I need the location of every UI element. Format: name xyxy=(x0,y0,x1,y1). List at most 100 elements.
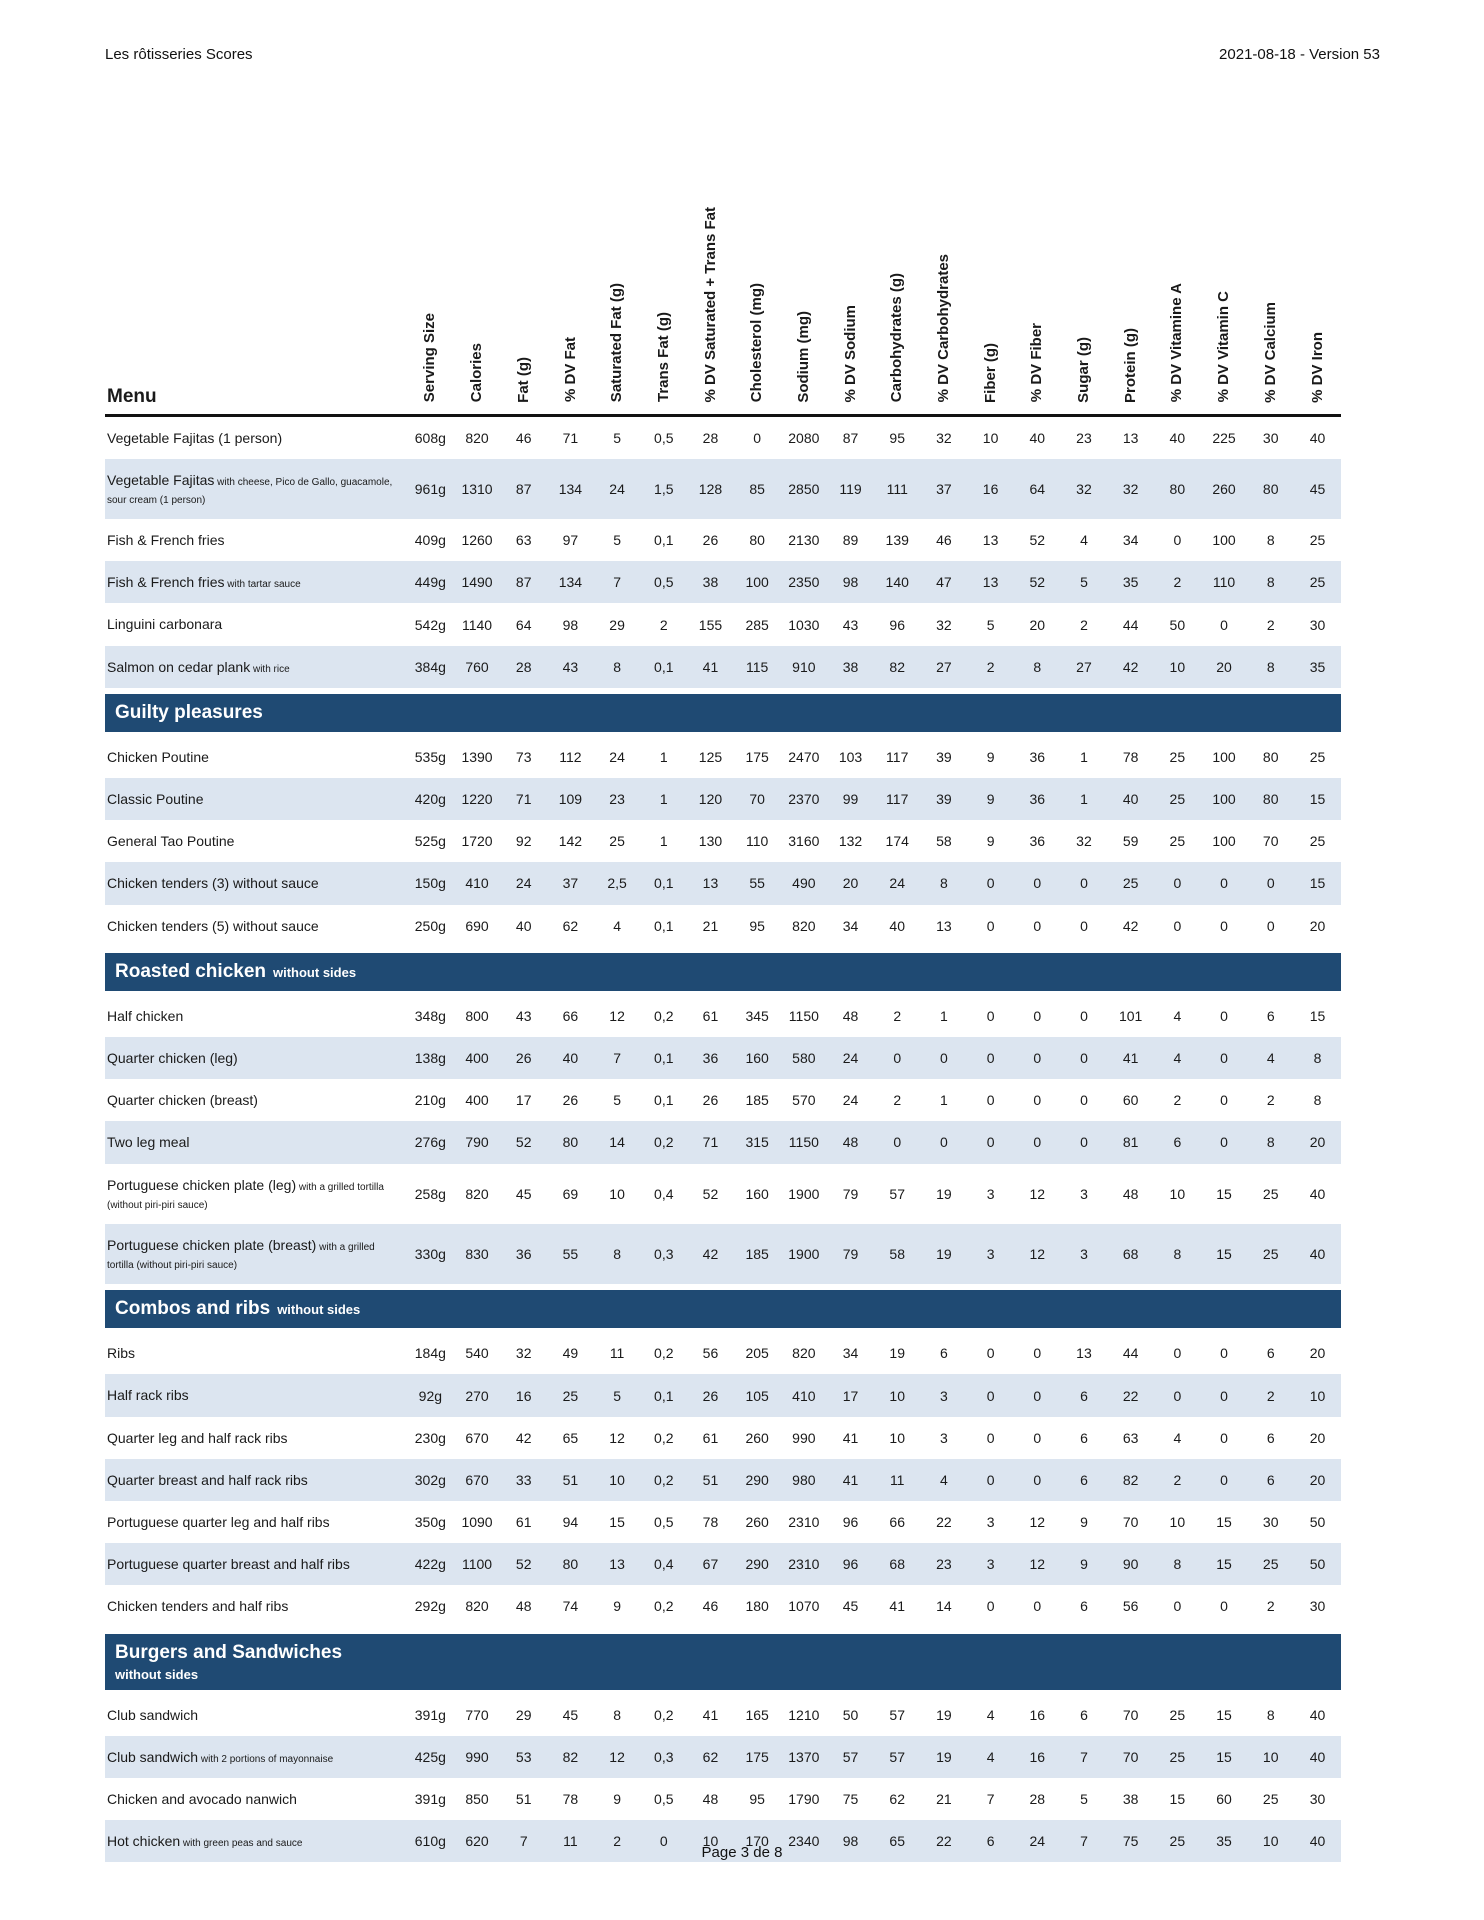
nutrition-value: 165 xyxy=(745,1706,769,1723)
nutrition-value: 15 xyxy=(1294,778,1341,821)
column-header: % DV Fat xyxy=(547,118,594,417)
item-name-text: Fish & French fries xyxy=(107,574,225,591)
menu-item-name: Chicken tenders (3) without sauce xyxy=(105,862,407,905)
nutrition-value: 70 xyxy=(1262,833,1279,850)
nutrition-value: 48 xyxy=(1122,1185,1139,1202)
nutrition-value: 608g xyxy=(414,429,446,446)
item-name-text: Portuguese quarter breast and half ribs xyxy=(107,1556,350,1573)
nutrition-value: 40 xyxy=(1294,1735,1341,1778)
nutrition-value: 51 xyxy=(515,1791,532,1808)
nutrition-value: 6 xyxy=(1266,1345,1275,1362)
nutrition-value: 45 xyxy=(842,1598,859,1615)
item-name-text: Club sandwich xyxy=(107,1748,199,1765)
menu-column-header: Menu xyxy=(105,118,407,417)
nutrition-value: 0,2 xyxy=(654,1706,674,1723)
nutrition-value: 0 xyxy=(986,1345,995,1362)
nutrition-value: 78 xyxy=(1122,748,1139,765)
nutrition-value: 0,2 xyxy=(640,1458,688,1501)
nutrition-value: 34 xyxy=(842,1345,859,1362)
nutrition-value: 97 xyxy=(562,532,579,549)
nutrition-value: 36 xyxy=(1013,778,1061,821)
nutrition-value: 25 xyxy=(1247,1543,1295,1586)
nutrition-value: 290 xyxy=(733,1458,781,1501)
nutrition-value: 62 xyxy=(687,1735,734,1778)
nutrition-value: 14 xyxy=(593,1121,641,1164)
nutrition-value: 10 xyxy=(889,1429,905,1446)
nutrition-value: 2340 xyxy=(780,1820,828,1863)
nutrition-value: 2 xyxy=(967,645,1014,691)
menu-item-name: Two leg meal xyxy=(105,1121,407,1164)
menu-item-name: Vegetable Fajitas with cheese, Pico de G… xyxy=(105,458,407,520)
nutrition-value: 4 xyxy=(1247,1036,1295,1080)
column-header-label: Carbohydrates (g) xyxy=(888,273,906,403)
nutrition-value: 19 xyxy=(936,1185,952,1202)
nutrition-value: 285 xyxy=(745,616,769,633)
nutrition-value: 71 xyxy=(687,1121,734,1164)
nutrition-value: 87 xyxy=(842,429,859,446)
column-header-label: Sugar (g) xyxy=(1075,336,1093,403)
nutrition-value: 16 xyxy=(967,458,1014,520)
nutrition-value: 85 xyxy=(733,458,781,520)
nutrition-value: 53 xyxy=(500,1735,548,1778)
nutrition-value: 81 xyxy=(1107,1121,1154,1164)
nutrition-value: 20 xyxy=(827,862,874,905)
nutrition-value: 0 xyxy=(1033,1429,1042,1446)
nutrition-value: 47 xyxy=(920,561,968,604)
nutrition-value: 155 xyxy=(698,616,723,633)
nutrition-value: 5 xyxy=(986,616,995,633)
nutrition-value: 185 xyxy=(745,1092,769,1109)
nutrition-value: 0 xyxy=(1080,1092,1088,1109)
nutrition-value: 41 xyxy=(687,645,734,691)
column-header-label: Cholesterol (mg) xyxy=(748,283,766,403)
nutrition-value: 0 xyxy=(1033,1092,1042,1109)
nutrition-value: 134 xyxy=(547,458,594,520)
column-header-label: % DV Calcium xyxy=(1261,301,1279,403)
menu-item-row: Quarter chicken (breast) 210g 400 17 26 5 0,1 2… xyxy=(105,1079,1341,1121)
nutrition-value: 96 xyxy=(889,616,905,633)
nutrition-value: 150g xyxy=(407,862,454,905)
nutrition-value: 0,1 xyxy=(640,1036,688,1080)
nutrition-value: 2 xyxy=(1247,1374,1295,1417)
nutrition-value: 125 xyxy=(698,748,723,765)
nutrition-value: 0 xyxy=(1173,917,1182,934)
nutrition-value: 45 xyxy=(1294,458,1341,520)
nutrition-value: 0,3 xyxy=(640,1223,688,1288)
nutrition-value: 22 xyxy=(920,1820,968,1863)
nutrition-value: 57 xyxy=(873,1735,921,1778)
nutrition-value: 400 xyxy=(465,1092,489,1109)
nutrition-value: 0 xyxy=(986,1092,995,1109)
nutrition-value: 0,5 xyxy=(640,561,688,604)
nutrition-value: 670 xyxy=(465,1429,489,1446)
nutrition-value: 820 xyxy=(465,1185,489,1202)
nutrition-value: 3 xyxy=(940,1429,948,1446)
menu-item-name: Salmon on cedar plank with rice xyxy=(105,645,407,691)
nutrition-value: 42 xyxy=(515,1429,532,1446)
nutrition-value: 1390 xyxy=(461,748,493,765)
column-header-label: Protein (g) xyxy=(1121,327,1139,403)
nutrition-value: 0 xyxy=(986,1429,995,1446)
nutrition-value: 6 xyxy=(1266,1007,1275,1024)
nutrition-value: 134 xyxy=(547,561,594,604)
nutrition-value: 1 xyxy=(940,1092,948,1109)
nutrition-value: 48 xyxy=(842,1007,859,1024)
nutrition-value: 90 xyxy=(1107,1543,1154,1586)
nutrition-value: 29 xyxy=(609,616,625,633)
nutrition-value: 78 xyxy=(562,1791,579,1808)
item-name-text: Chicken tenders (5) without sauce xyxy=(107,917,319,934)
column-header: Carbohydrates (g) xyxy=(873,118,921,417)
nutrition-value: 87 xyxy=(500,458,548,520)
item-name-note: with cheese, Pico de Gallo, guacamole, s… xyxy=(107,476,393,506)
nutrition-value: 105 xyxy=(733,1374,781,1417)
nutrition-value: 95 xyxy=(889,429,905,446)
nutrition-value: 8 xyxy=(1154,1223,1201,1288)
nutrition-value: 8 xyxy=(1247,645,1295,691)
nutrition-value: 51 xyxy=(687,1458,734,1501)
nutrition-value: 175 xyxy=(733,1735,781,1778)
nutrition-value: 8 xyxy=(593,645,641,691)
menu-item-row: Fish & French fries 409g 1260 63 97 5 0,1 26 80 2… xyxy=(105,519,1341,561)
nutrition-value: 0,2 xyxy=(654,1429,674,1446)
nutrition-value: 39 xyxy=(936,748,952,765)
nutrition-value: 1150 xyxy=(780,1121,828,1164)
nutrition-value: 24 xyxy=(609,748,625,765)
nutrition-value: 15 xyxy=(1216,1706,1232,1723)
